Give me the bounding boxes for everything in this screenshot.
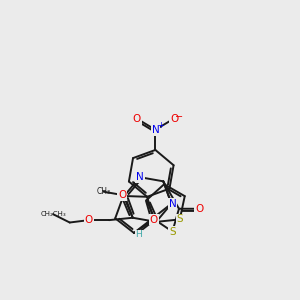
Text: CH₃: CH₃ bbox=[97, 187, 111, 196]
Text: S: S bbox=[176, 214, 183, 224]
Text: O: O bbox=[195, 204, 203, 214]
Text: +: + bbox=[157, 121, 164, 130]
Text: H: H bbox=[136, 230, 142, 239]
Text: O: O bbox=[85, 215, 93, 225]
Text: N: N bbox=[152, 125, 159, 135]
Text: CH₂CH₃: CH₂CH₃ bbox=[40, 211, 66, 217]
Text: N: N bbox=[169, 199, 176, 209]
Text: O: O bbox=[118, 190, 126, 200]
Text: O: O bbox=[170, 114, 178, 124]
Text: O: O bbox=[149, 214, 158, 225]
Text: −: − bbox=[175, 112, 183, 122]
Text: O: O bbox=[132, 114, 141, 124]
Text: N: N bbox=[136, 172, 144, 182]
Text: S: S bbox=[169, 226, 176, 237]
